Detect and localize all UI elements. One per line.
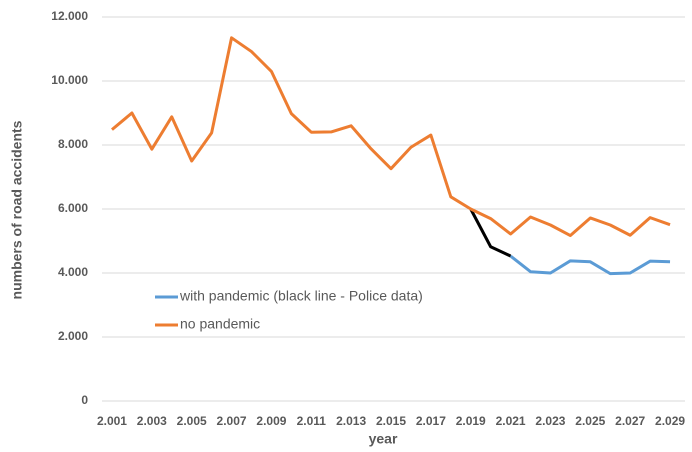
- y-axis-title: numbers of road accidents: [9, 120, 25, 299]
- legend: with pandemic (black line - Police data)…: [155, 288, 423, 332]
- x-tick-label: 2.025: [575, 414, 605, 428]
- legend-label: with pandemic (black line - Police data): [179, 288, 423, 304]
- y-tick-label: 0: [81, 393, 88, 407]
- y-tick-label: 12.000: [51, 9, 88, 23]
- y-tick-label: 2.000: [58, 329, 88, 343]
- y-tick-label: 6.000: [58, 201, 88, 215]
- x-tick-label: 2.009: [256, 414, 286, 428]
- y-tick-label: 10.000: [51, 73, 88, 87]
- y-tick-label: 8.000: [58, 137, 88, 151]
- x-tick-label: 2.003: [137, 414, 167, 428]
- x-tick-label: 2.027: [615, 414, 645, 428]
- line-segment: [111, 36, 671, 238]
- y-tick-label: 4.000: [58, 265, 88, 279]
- line-segment: [469, 208, 512, 258]
- x-tick-label: 2.011: [297, 414, 327, 428]
- line-segment: [509, 254, 671, 276]
- x-tick-label: 2.001: [97, 414, 127, 428]
- x-tick-label: 2.023: [535, 414, 565, 428]
- x-tick-label: 2.015: [376, 414, 406, 428]
- x-tick-label: 2.005: [177, 414, 207, 428]
- x-tick-label: 2.019: [456, 414, 486, 428]
- legend-label: no pandemic: [180, 316, 260, 332]
- x-tick-label: 2.007: [217, 414, 247, 428]
- x-tick-label: 2.029: [655, 414, 685, 428]
- x-axis-title: year: [369, 431, 398, 447]
- x-tick-label: 2.017: [416, 414, 446, 428]
- x-tick-label: 2.021: [496, 414, 526, 428]
- x-tick-label: 2.013: [336, 414, 366, 428]
